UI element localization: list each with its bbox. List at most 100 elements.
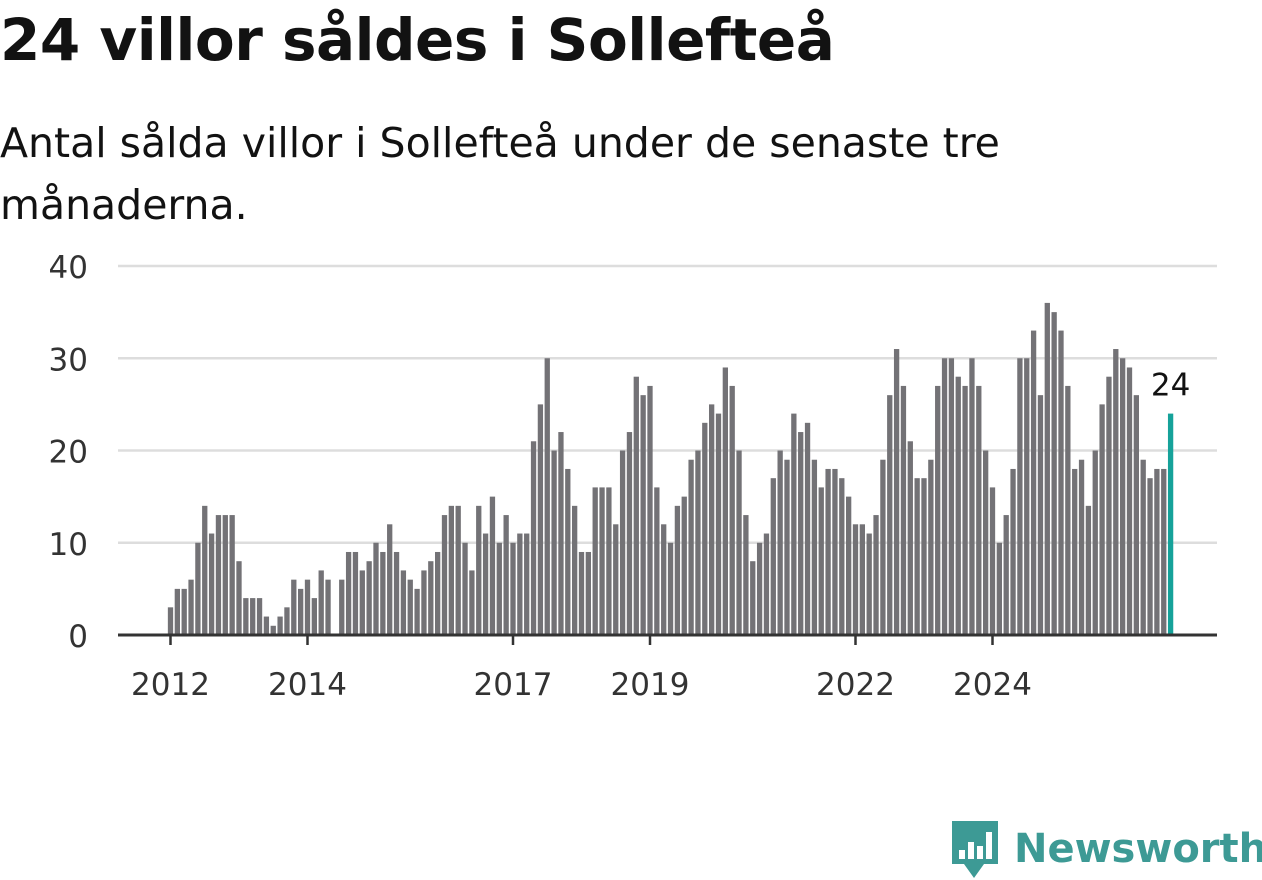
bar xyxy=(256,598,263,635)
bar xyxy=(592,487,598,635)
bar xyxy=(839,478,845,635)
bar xyxy=(188,579,194,635)
bar xyxy=(709,404,715,635)
bar xyxy=(167,607,174,635)
bar xyxy=(503,515,509,635)
bar xyxy=(407,579,413,635)
bar xyxy=(284,607,290,635)
bar xyxy=(544,358,550,635)
bar xyxy=(352,551,359,635)
bar xyxy=(345,551,352,635)
x-tick-label: 2019 xyxy=(611,667,690,703)
bar xyxy=(469,570,475,635)
bar xyxy=(558,432,564,635)
bar xyxy=(510,542,516,635)
bar xyxy=(1010,468,1016,635)
bar xyxy=(489,496,496,635)
bar xyxy=(1037,395,1044,635)
bar xyxy=(1044,302,1050,635)
bar xyxy=(517,533,523,635)
bar xyxy=(236,561,242,635)
bar xyxy=(435,551,441,635)
x-tick-label: 2014 xyxy=(268,667,347,703)
bar xyxy=(825,468,831,635)
bar xyxy=(852,524,859,635)
bar xyxy=(530,441,537,635)
x-tick-label: 2017 xyxy=(474,667,553,703)
bar xyxy=(1072,468,1078,635)
bar xyxy=(695,450,701,635)
bar xyxy=(613,524,619,635)
bar xyxy=(1092,450,1098,635)
bar xyxy=(921,478,927,635)
bar xyxy=(1065,385,1071,635)
bar xyxy=(900,385,907,635)
bar xyxy=(325,579,331,635)
bar xyxy=(551,450,557,635)
y-tick-label: 30 xyxy=(49,342,88,378)
bar xyxy=(1058,330,1064,635)
x-tick-label: 2024 xyxy=(953,667,1032,703)
bar xyxy=(496,542,502,635)
bar xyxy=(887,395,893,635)
bar xyxy=(366,561,372,635)
bar xyxy=(996,542,1002,635)
bar xyxy=(633,376,639,635)
bar xyxy=(798,432,804,635)
bar xyxy=(893,349,900,635)
bar xyxy=(441,515,448,635)
bar xyxy=(414,588,420,635)
bar-chart: 0 10 20 30 40 2012 2014 2017 2019 2022 2024 24 xyxy=(49,250,1217,703)
bar xyxy=(948,358,955,635)
bar xyxy=(983,450,989,635)
bar xyxy=(715,413,722,635)
bar xyxy=(1140,459,1146,635)
bar xyxy=(1113,349,1119,635)
bar xyxy=(585,551,591,635)
bar xyxy=(969,358,975,635)
bar xyxy=(208,533,215,635)
bar xyxy=(304,579,311,635)
bar xyxy=(243,598,249,635)
bar xyxy=(572,505,578,635)
bar xyxy=(250,598,256,635)
bar xyxy=(880,459,886,635)
bar xyxy=(1078,459,1085,635)
bar xyxy=(989,487,996,635)
bar xyxy=(578,551,585,635)
bar xyxy=(263,616,270,635)
bar xyxy=(565,468,571,635)
chart-title: 24 villor såldes i Sollefteå xyxy=(0,6,835,74)
bar xyxy=(1120,358,1126,635)
bar xyxy=(619,450,626,635)
last-value-label: 24 xyxy=(1151,368,1190,404)
y-tick-label: 0 xyxy=(68,619,88,655)
bar xyxy=(380,551,386,635)
bar xyxy=(866,533,872,635)
bar xyxy=(195,542,201,635)
bar xyxy=(654,487,660,635)
bar xyxy=(1147,478,1153,635)
bar xyxy=(914,478,920,635)
bar xyxy=(599,487,605,635)
bar xyxy=(750,561,756,635)
bar xyxy=(756,542,763,635)
bar xyxy=(222,515,228,635)
bar xyxy=(647,385,653,635)
y-tick-label: 40 xyxy=(49,250,88,286)
bar xyxy=(811,459,818,635)
bar xyxy=(373,542,379,635)
bar xyxy=(462,542,468,635)
bar xyxy=(935,385,941,635)
bar xyxy=(298,588,304,635)
bar xyxy=(1154,468,1160,635)
bar xyxy=(661,524,667,635)
bar xyxy=(1003,515,1009,635)
bar xyxy=(1085,505,1092,635)
bar xyxy=(181,588,187,635)
bar xyxy=(907,441,913,635)
bar xyxy=(202,505,208,635)
bar xyxy=(215,515,222,635)
bar xyxy=(681,496,687,635)
bar xyxy=(674,505,681,635)
